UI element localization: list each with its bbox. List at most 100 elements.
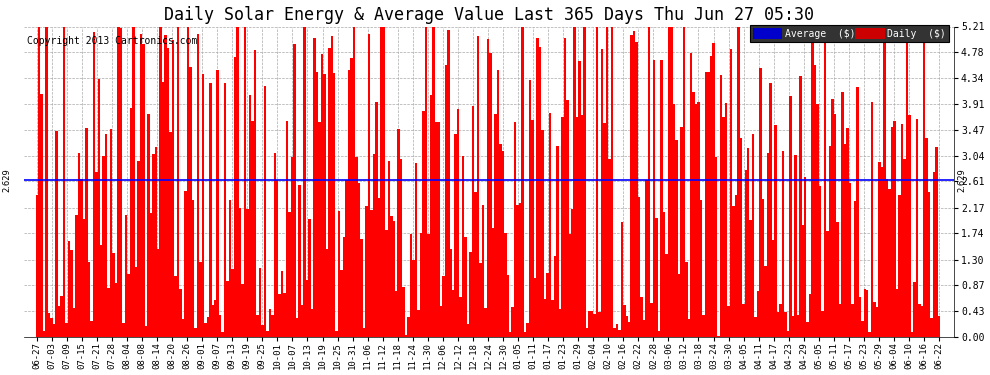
Bar xyxy=(936,147,938,337)
Bar xyxy=(680,127,682,337)
Bar xyxy=(328,48,331,337)
Bar xyxy=(362,328,365,337)
Bar xyxy=(372,154,375,337)
Bar xyxy=(62,27,65,337)
Bar xyxy=(77,153,80,337)
Bar xyxy=(311,309,313,337)
Bar xyxy=(858,297,861,337)
Bar xyxy=(430,95,433,337)
Bar xyxy=(906,28,908,337)
Bar xyxy=(819,186,822,337)
Bar xyxy=(563,38,566,337)
Bar xyxy=(851,304,853,337)
Bar xyxy=(519,202,522,337)
Bar xyxy=(553,256,556,337)
Bar xyxy=(777,312,779,337)
Bar xyxy=(616,324,618,337)
Bar xyxy=(931,318,933,337)
Bar xyxy=(529,80,532,337)
Bar xyxy=(346,180,347,337)
Bar xyxy=(192,200,194,337)
Bar xyxy=(202,74,204,337)
Bar xyxy=(534,278,537,337)
Bar xyxy=(360,238,362,337)
Bar xyxy=(336,331,338,337)
Bar xyxy=(817,104,819,337)
Bar xyxy=(807,322,809,337)
Bar xyxy=(227,280,229,337)
Bar xyxy=(710,56,712,337)
Bar xyxy=(164,35,167,337)
Bar xyxy=(509,333,512,337)
Bar xyxy=(660,60,662,337)
Bar xyxy=(829,146,832,337)
Bar xyxy=(296,318,298,337)
Bar xyxy=(253,50,256,337)
Bar xyxy=(492,228,494,337)
Bar xyxy=(214,300,217,337)
Bar xyxy=(878,162,881,337)
Bar xyxy=(759,68,762,337)
Bar xyxy=(764,266,767,337)
Bar xyxy=(578,61,581,337)
Bar xyxy=(682,27,685,337)
Bar xyxy=(618,330,621,337)
Bar xyxy=(479,262,482,337)
Bar xyxy=(113,253,115,337)
Bar xyxy=(792,316,794,337)
Bar xyxy=(48,313,50,337)
Bar xyxy=(82,219,85,337)
Bar xyxy=(244,27,247,337)
Bar xyxy=(834,114,837,337)
Bar xyxy=(395,291,397,337)
Bar xyxy=(413,261,415,337)
Bar xyxy=(633,31,636,337)
Bar xyxy=(85,128,87,337)
Bar xyxy=(532,120,534,337)
Bar xyxy=(613,327,616,337)
Bar xyxy=(843,144,846,337)
Bar xyxy=(827,231,829,337)
Bar xyxy=(145,326,148,337)
Bar xyxy=(152,154,154,337)
Bar xyxy=(350,57,352,337)
Bar xyxy=(712,43,715,337)
Bar xyxy=(87,262,90,337)
Bar xyxy=(524,332,527,337)
Bar xyxy=(452,290,454,337)
Bar xyxy=(655,218,657,337)
Bar xyxy=(462,156,464,337)
Bar xyxy=(217,70,219,337)
Bar xyxy=(598,312,601,337)
Bar xyxy=(50,318,52,337)
Bar xyxy=(477,36,479,337)
Bar xyxy=(705,72,707,337)
Bar xyxy=(665,254,667,337)
Bar xyxy=(365,206,367,337)
Bar xyxy=(459,297,462,337)
Bar xyxy=(650,303,652,337)
Bar xyxy=(568,234,571,337)
Bar xyxy=(652,60,655,337)
Bar xyxy=(467,324,469,337)
Bar xyxy=(502,152,504,337)
Bar xyxy=(685,262,687,337)
Bar xyxy=(846,128,848,337)
Bar xyxy=(913,282,916,337)
Bar xyxy=(425,27,428,337)
Bar xyxy=(179,289,182,337)
Bar xyxy=(514,122,517,337)
Bar xyxy=(938,316,940,337)
Bar xyxy=(576,117,578,337)
Bar xyxy=(375,102,377,337)
Bar xyxy=(283,292,286,337)
Bar xyxy=(457,110,459,337)
Bar xyxy=(445,65,447,337)
Bar xyxy=(447,30,449,337)
Bar xyxy=(420,233,423,337)
Bar xyxy=(323,74,326,337)
Bar xyxy=(281,271,283,337)
Bar xyxy=(588,311,591,337)
Bar xyxy=(251,121,253,337)
Bar xyxy=(772,240,774,337)
